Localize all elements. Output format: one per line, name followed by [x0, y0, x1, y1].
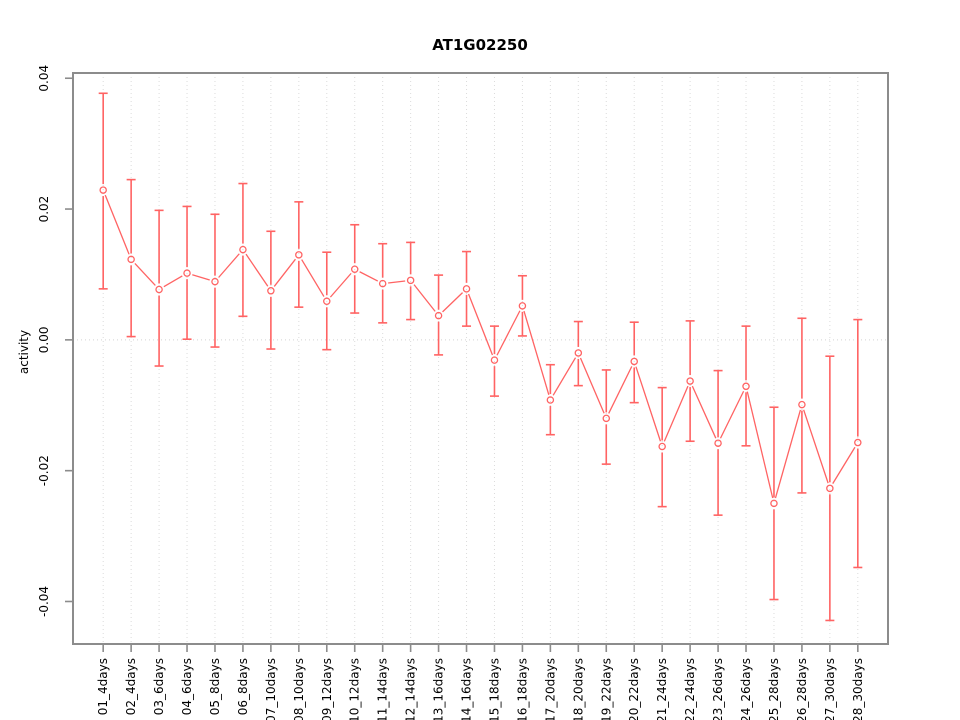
line-segment: [523, 310, 550, 395]
gridlines: [102, 73, 859, 644]
x-tick-label: 28_30days: [851, 658, 865, 720]
line-segment: [608, 366, 633, 414]
data-point-marker: [239, 245, 247, 254]
line-segment: [245, 253, 269, 287]
x-tick-label: 25_28days: [767, 658, 781, 720]
data-point-marker: [798, 400, 806, 409]
line-segment: [329, 272, 352, 298]
x-tick-label: 14_16days: [460, 658, 474, 720]
data-point-marker: [323, 297, 331, 306]
x-tick-label: 20_22days: [627, 658, 641, 720]
plot-border: [72, 72, 889, 645]
data-point-marker: [630, 357, 638, 366]
x-tick-label: 22_24days: [683, 658, 697, 720]
data-point-marker: [518, 302, 527, 310]
series-line: [104, 194, 856, 499]
data-point-marker: [714, 439, 722, 447]
x-tick-label: 11_14days: [376, 658, 390, 720]
x-tick-label: 07_10days: [264, 658, 278, 720]
data-point-marker: [686, 377, 694, 385]
x-tick-label: 13_16days: [432, 658, 446, 720]
line-segment: [691, 385, 717, 439]
data-point-marker: [155, 285, 163, 294]
line-segment: [388, 280, 406, 284]
line-segment: [104, 194, 130, 255]
line-segment: [719, 390, 745, 439]
x-tick-label: 19_22days: [599, 658, 613, 720]
data-point-marker: [546, 396, 555, 404]
y-tick-label: -0.04: [37, 586, 51, 617]
data-point-marker: [434, 311, 443, 320]
x-tick-label: 04_6days: [180, 658, 194, 715]
markers: [99, 186, 862, 508]
data-point-marker: [406, 276, 415, 285]
line-segment: [832, 446, 856, 484]
line-segment: [774, 409, 802, 499]
line-segment: [663, 385, 689, 442]
data-point-marker: [770, 499, 778, 508]
data-point-marker: [211, 277, 219, 286]
line-segment: [746, 391, 774, 499]
x-tick-label: 01_4days: [96, 658, 110, 715]
y-tick-label: 0.04: [37, 65, 51, 92]
y-axis-ticks: -0.04 -0.02 0.00 0.02 0.04: [37, 65, 73, 617]
x-tick-label: 09_12days: [320, 658, 334, 720]
line-segment: [134, 262, 156, 286]
x-tick-label: 16_18days: [515, 658, 529, 720]
line-segment: [359, 271, 379, 282]
line-segment: [635, 366, 662, 442]
error-bars: [98, 92, 863, 622]
line-segment: [273, 258, 296, 287]
x-tick-label: 10_12days: [348, 658, 362, 720]
chart-title: AT1G02250: [432, 36, 528, 54]
line-segment: [218, 253, 240, 278]
data-point-marker: [826, 484, 834, 493]
data-point-marker: [658, 442, 666, 451]
data-point-marker: [742, 382, 750, 391]
x-tick-label: 02_4days: [124, 658, 138, 715]
x-tick-label: 26_28days: [795, 658, 809, 720]
line-segment: [301, 259, 325, 297]
y-tick-label: 0.00: [37, 326, 51, 353]
data-point-marker: [378, 279, 387, 288]
line-segment: [442, 292, 464, 313]
line-segment: [467, 293, 494, 356]
data-point-marker: [127, 255, 135, 264]
x-tick-label: 06_8days: [236, 658, 250, 715]
data-point-marker: [602, 414, 611, 423]
line-segment: [496, 310, 521, 356]
data-point-marker: [183, 269, 191, 277]
x-tick-label: 18_20days: [571, 658, 585, 720]
x-tick-label: 12_14days: [404, 658, 418, 720]
x-tick-label: 23_26days: [711, 658, 725, 720]
data-point-marker: [574, 349, 583, 357]
data-point-marker: [267, 287, 275, 295]
line-segment: [192, 274, 210, 281]
data-point-marker: [490, 356, 499, 364]
x-tick-label: 27_30days: [823, 658, 837, 720]
x-tick-label: 15_18days: [487, 658, 501, 720]
line-segment: [552, 357, 577, 396]
x-tick-label: 03_6days: [152, 658, 166, 715]
line-segment: [803, 409, 829, 484]
data-point-marker: [99, 186, 107, 194]
data-point-marker: [462, 285, 471, 293]
x-tick-label: 24_26days: [739, 658, 753, 720]
line-segment: [413, 284, 436, 312]
x-axis-ticks: 01_4days 02_4days 03_6days 04_6days 05_8days…: [96, 644, 865, 720]
x-tick-label: 08_10days: [292, 658, 306, 720]
x-tick-label: 21_24days: [655, 658, 669, 720]
data-point-marker: [350, 265, 359, 273]
data-point-marker: [854, 438, 862, 447]
y-tick-label: -0.02: [37, 455, 51, 486]
x-tick-label: 05_8days: [208, 658, 222, 715]
y-tick-label: 0.02: [37, 196, 51, 223]
line-segment: [579, 357, 605, 414]
data-point-marker: [295, 251, 303, 259]
line-segment: [163, 275, 183, 288]
x-tick-label: 17_20days: [543, 658, 557, 720]
